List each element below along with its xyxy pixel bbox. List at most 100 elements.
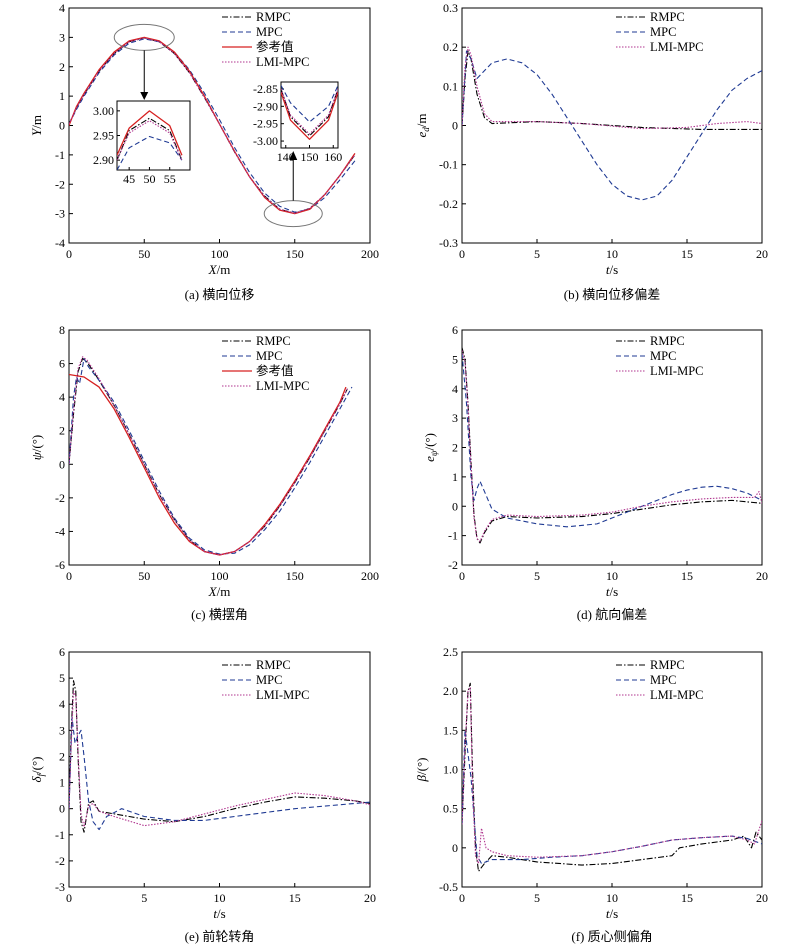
y-tick-label: 2 — [59, 424, 65, 438]
chart-panel-c: 0 50 100 150 200 -6 -4 -2 0 2 4 6 8 X/m ψ/(°) (c) 横摆角 RM… — [29, 323, 379, 622]
legend-entry: RMPC — [256, 10, 291, 24]
inset-y-tick-label: 2.95 — [93, 129, 114, 143]
y-tick-label: -2 — [55, 854, 65, 868]
y-tick-label: 5 — [59, 671, 65, 685]
series-line-mpc — [69, 38, 356, 213]
series-group-b — [462, 46, 762, 201]
x-axis-label-main: t — [606, 584, 610, 599]
y-tick-label: 2 — [59, 749, 65, 763]
legend-entry: LMI-MPC — [650, 364, 703, 378]
x-axis-label-main: t — [606, 262, 610, 277]
y-tick-label: 3 — [59, 723, 65, 737]
series-line-lmi — [69, 356, 348, 556]
x-tick-label: 20 — [756, 891, 768, 905]
x-tick-label: 0 — [66, 891, 72, 905]
series-line-mpc — [462, 353, 762, 528]
y-axis-label-main: δ — [29, 776, 44, 783]
x-axis-label: X/m — [208, 584, 231, 599]
y-axis-label: eψ/(°) — [422, 433, 439, 462]
series-line-lmi — [462, 686, 762, 865]
y-tick-label: -1 — [55, 148, 65, 162]
y-tick-label: 1 — [59, 89, 65, 103]
legend-entry: RMPC — [650, 334, 685, 348]
plot-frame-e — [68, 651, 371, 888]
y-axis-label-unit: /(°) — [422, 433, 437, 450]
y-tick-label: 4 — [59, 390, 65, 404]
y-tick-label: 6 — [452, 323, 458, 337]
chart-caption: (e) 前轮转角 — [185, 929, 255, 944]
series-group-f — [462, 682, 762, 872]
inset-series-group — [117, 110, 183, 170]
x-axis-label: t/s — [606, 262, 618, 277]
legend-entry: LMI-MPC — [256, 55, 309, 69]
series-line-mpc — [69, 716, 370, 831]
inset-y-tick-label: -2.95 — [253, 117, 278, 131]
legend-entry: RMPC — [650, 10, 685, 24]
y-tick-label: -4 — [55, 524, 65, 538]
y-tick-label: 1 — [452, 470, 458, 484]
x-axis-label-unit: /s — [609, 584, 618, 599]
x-tick-label: 100 — [211, 569, 229, 583]
x-tick-label: 5 — [534, 891, 540, 905]
series-line-mpc — [462, 729, 762, 865]
series-group-c — [69, 356, 353, 556]
inset-y-tick-label: 2.90 — [93, 153, 114, 167]
series-line-rmpc — [69, 37, 356, 214]
y-tick-label: 0 — [452, 119, 458, 133]
x-tick-label: 15 — [681, 891, 693, 905]
y-axis-label-sub: d — [421, 127, 431, 132]
y-tick-label: -1 — [448, 529, 458, 543]
y-axis-label-unit: /(°) — [29, 756, 44, 773]
y-tick-label: 5 — [452, 352, 458, 366]
y-axis-label-main: e — [422, 456, 437, 462]
x-axis-label-main: X — [208, 262, 218, 277]
legend-entry: MPC — [650, 673, 676, 687]
y-tick-label: 2 — [452, 441, 458, 455]
x-tick-label: 5 — [534, 247, 540, 261]
y-tick-label: 2.0 — [443, 684, 458, 698]
series-line-rmpc — [462, 682, 762, 872]
x-tick-label: 10 — [606, 247, 618, 261]
legend-entry: RMPC — [256, 658, 291, 672]
zoom-arrowhead-2 — [289, 151, 298, 160]
x-tick-label: 10 — [606, 569, 618, 583]
x-tick-label: 50 — [138, 247, 150, 261]
y-tick-label: 0 — [59, 457, 65, 471]
y-tick-label: -0.2 — [439, 197, 458, 211]
x-tick-label: 10 — [606, 891, 618, 905]
x-tick-label: 50 — [138, 569, 150, 583]
chart-panel-b: 0 5 10 15 20 -0.3 -0.2 -0.1 0 0.1 0.2 0.3 t/s ed/m (b)… — [414, 1, 768, 302]
x-axis-label-main: t — [606, 906, 610, 921]
x-tick-label: 150 — [286, 247, 304, 261]
legend-entry: LMI-MPC — [256, 688, 309, 702]
legend-entry: LMI-MPC — [650, 688, 703, 702]
series-line-lmi — [462, 350, 762, 543]
x-axis-label-unit: /s — [609, 262, 618, 277]
y-axis-label: β/(°) — [414, 758, 429, 783]
legend-entry: 参考值 — [256, 363, 294, 378]
y-tick-label: 3 — [452, 411, 458, 425]
x-axis-label-main: t — [213, 906, 217, 921]
series-line-ref — [69, 373, 347, 556]
y-tick-label: 3 — [59, 30, 65, 44]
chart-caption: (a) 横向位移 — [185, 287, 255, 302]
y-tick-label: 0 — [59, 119, 65, 133]
y-tick-label: 0 — [59, 802, 65, 816]
y-axis-label-unit: /(°) — [29, 435, 44, 452]
y-tick-label: 4 — [59, 1, 65, 15]
legend-entry: MPC — [256, 25, 282, 39]
chart-caption: (c) 横摆角 — [191, 607, 248, 622]
inset-x-tick-label: 140 — [277, 150, 295, 164]
legend-entry: MPC — [650, 25, 676, 39]
inset-x-tick-label: 50 — [143, 172, 155, 186]
series-group-a — [69, 36, 356, 215]
y-axis-label-unit: /(°) — [414, 758, 429, 775]
inset-x-tick-label: 150 — [301, 150, 319, 164]
inset-frame — [116, 100, 191, 171]
y-tick-label: 6 — [59, 645, 65, 659]
y-tick-label: 1.0 — [443, 763, 458, 777]
y-axis-label-sub: ψ — [429, 450, 439, 456]
y-tick-label: 4 — [59, 697, 65, 711]
y-tick-label: 0 — [452, 841, 458, 855]
